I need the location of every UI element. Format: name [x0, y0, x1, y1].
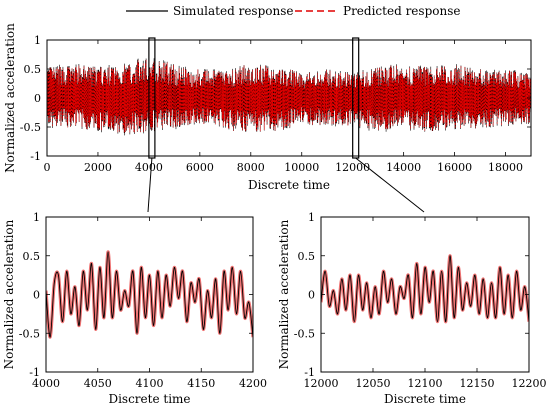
- x-tick-label: 4050: [84, 377, 112, 390]
- y-tick-label: 0: [33, 289, 40, 302]
- y-tick-label: 1: [34, 34, 41, 47]
- x-tick-label: 6000: [186, 161, 214, 174]
- y-tick-label: -0.5: [294, 327, 315, 340]
- x-tick-label: 10000: [284, 161, 319, 174]
- x-axis-label: Discrete time: [108, 392, 190, 406]
- panel-zoom-4000: 4000 4050 4100 4150 4200 -1 -0.5 0 0.5 1 Discrete …: [2, 211, 267, 406]
- y-tick-label: 0.5: [24, 63, 42, 76]
- y-tick-label: 0: [308, 289, 315, 302]
- x-axis-label: Discrete time: [248, 178, 330, 192]
- x-tick-label: 8000: [237, 161, 265, 174]
- x-axis-label: Discrete time: [384, 392, 466, 406]
- zoom-connectors: [147, 157, 425, 213]
- x-tick-label: 2000: [84, 161, 112, 174]
- x-tick-label: 16000: [437, 161, 472, 174]
- y-tick-label: 0.5: [23, 250, 41, 263]
- x-tick-label: 4000: [32, 377, 60, 390]
- x-tick-label: 0: [44, 161, 51, 174]
- x-tick-label: 18000: [488, 161, 523, 174]
- series-line-simulated: [321, 255, 529, 323]
- x-tick-label: 4150: [187, 377, 215, 390]
- y-tick-label: 0: [34, 92, 41, 105]
- series-line-simulated: [46, 251, 253, 338]
- x-tick-label: 4000: [135, 161, 163, 174]
- x-tick-label: 14000: [386, 161, 421, 174]
- plot-data: [321, 254, 529, 324]
- y-tick-label: -1: [30, 150, 41, 163]
- connector-line-right: [355, 157, 425, 213]
- plot-data: [47, 58, 531, 136]
- plot-data: [46, 250, 253, 339]
- x-tick-label: 12150: [460, 377, 495, 390]
- panel-overview: 0 2000 4000 6000 8000 10000 12000 14000 16000 180…: [3, 23, 532, 192]
- legend-label-predicted: Predicted response: [343, 4, 460, 18]
- y-tick-label: -1: [304, 366, 315, 379]
- x-tick-label: 12000: [304, 377, 339, 390]
- x-tick-label: 12000: [335, 161, 370, 174]
- x-tick-label: 12100: [408, 377, 443, 390]
- series-line-predicted: [47, 59, 531, 133]
- y-axis-label: Normalized acceleration: [277, 219, 291, 369]
- x-tick-label: 12200: [512, 377, 547, 390]
- y-tick-label: -0.5: [20, 121, 41, 134]
- y-tick-label: -1: [29, 366, 40, 379]
- connector-line-left: [147, 157, 153, 213]
- legend: Simulated response Predicted response: [126, 4, 460, 18]
- x-tick-label: 12050: [356, 377, 391, 390]
- y-tick-label: 1: [308, 211, 315, 224]
- y-tick-label: -0.5: [19, 327, 40, 340]
- panel-zoom-12000: 12000 12050 12100 12150 12200 -1 -0.5 0 0.5 1 Disc…: [277, 211, 547, 406]
- y-tick-label: 0.5: [298, 250, 316, 263]
- y-tick-label: 1: [33, 211, 40, 224]
- y-axis-label: Normalized acceleration: [2, 219, 16, 369]
- x-tick-label: 4100: [136, 377, 164, 390]
- x-tick-label: 4200: [239, 377, 267, 390]
- y-axis-label: Normalized acceleration: [3, 23, 17, 173]
- legend-label-simulated: Simulated response: [173, 4, 293, 18]
